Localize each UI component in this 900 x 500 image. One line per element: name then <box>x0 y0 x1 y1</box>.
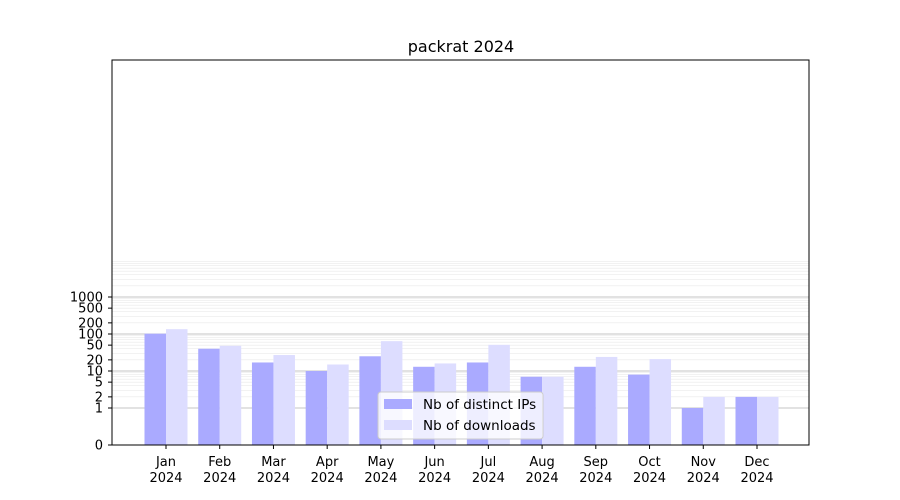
x-tick-label-month: Apr <box>316 455 339 470</box>
bar-downloads <box>542 376 564 445</box>
y-tick-label: 1 <box>95 402 103 417</box>
bar-downloads <box>649 359 672 445</box>
x-tick-label-year: 2024 <box>579 471 612 486</box>
bar-downloads <box>703 396 725 445</box>
x-tick-label-month: Mar <box>261 455 286 470</box>
bar-distinct-ips <box>574 366 596 445</box>
x-tick-label-year: 2024 <box>418 471 451 486</box>
legend-label: Nb of distinct IPs <box>423 397 536 413</box>
y-tick-label: 500 <box>78 302 103 317</box>
x-tick-label-month: Jun <box>423 455 444 470</box>
bar-distinct-ips <box>359 356 381 445</box>
x-axis: Jan2024Feb2024Mar2024Apr2024May2024Jun20… <box>149 445 774 486</box>
legend-swatch <box>384 420 412 430</box>
x-tick-label-month: Jan <box>155 455 176 470</box>
x-tick-label-month: Dec <box>744 455 769 470</box>
x-tick-label-year: 2024 <box>364 471 397 486</box>
y-tick-label: 1000 <box>70 291 103 306</box>
x-tick-label-year: 2024 <box>740 471 773 486</box>
bar-distinct-ips <box>251 362 274 445</box>
bar-distinct-ips <box>735 396 757 445</box>
x-tick-label-year: 2024 <box>311 471 344 486</box>
y-tick-label: 200 <box>78 316 103 331</box>
x-tick-label-year: 2024 <box>257 471 290 486</box>
plot-frame <box>111 59 810 446</box>
y-tick-label: 0 <box>95 439 103 454</box>
legend-label: Nb of downloads <box>423 418 536 434</box>
bar-downloads <box>595 356 618 445</box>
x-tick-label-year: 2024 <box>526 471 559 486</box>
legend-box <box>377 391 544 440</box>
x-tick-label-month: May <box>367 455 394 470</box>
bar-downloads <box>166 329 188 445</box>
bar-distinct-ips <box>144 333 166 445</box>
x-tick-label-year: 2024 <box>687 471 720 486</box>
y-tick-label: 20 <box>86 353 103 368</box>
chart-title: packrat 2024 <box>408 37 514 56</box>
y-tick-label: 2 <box>95 390 103 405</box>
x-tick-label-year: 2024 <box>149 471 182 486</box>
x-tick-label-year: 2024 <box>203 471 236 486</box>
x-tick-label-month: Aug <box>529 455 554 470</box>
bar-downloads <box>757 396 779 445</box>
legend-swatch <box>384 399 412 409</box>
y-tick-label: 5 <box>95 376 103 391</box>
y-tick-label: 50 <box>86 339 103 354</box>
legend: Nb of distinct IPs Nb of downloads <box>377 391 544 440</box>
y-tick-label: 100 <box>78 328 103 343</box>
bar-downloads <box>219 345 242 445</box>
bar-distinct-ips <box>198 348 220 445</box>
bar-distinct-ips <box>628 374 650 445</box>
x-tick-label-year: 2024 <box>633 471 666 486</box>
x-tick-label-year: 2024 <box>472 471 505 486</box>
x-tick-label-month: Jul <box>480 455 497 470</box>
x-tick-label-month: Feb <box>208 455 231 470</box>
x-tick-label-month: Nov <box>691 455 717 470</box>
y-tick-label: 10 <box>86 365 103 380</box>
bar-downloads <box>327 364 349 445</box>
bar-distinct-ips <box>681 408 704 445</box>
x-tick-label-month: Sep <box>584 455 609 470</box>
bar-distinct-ips <box>305 371 328 445</box>
x-tick-label-month: Oct <box>638 455 660 470</box>
bar-downloads <box>273 355 295 445</box>
